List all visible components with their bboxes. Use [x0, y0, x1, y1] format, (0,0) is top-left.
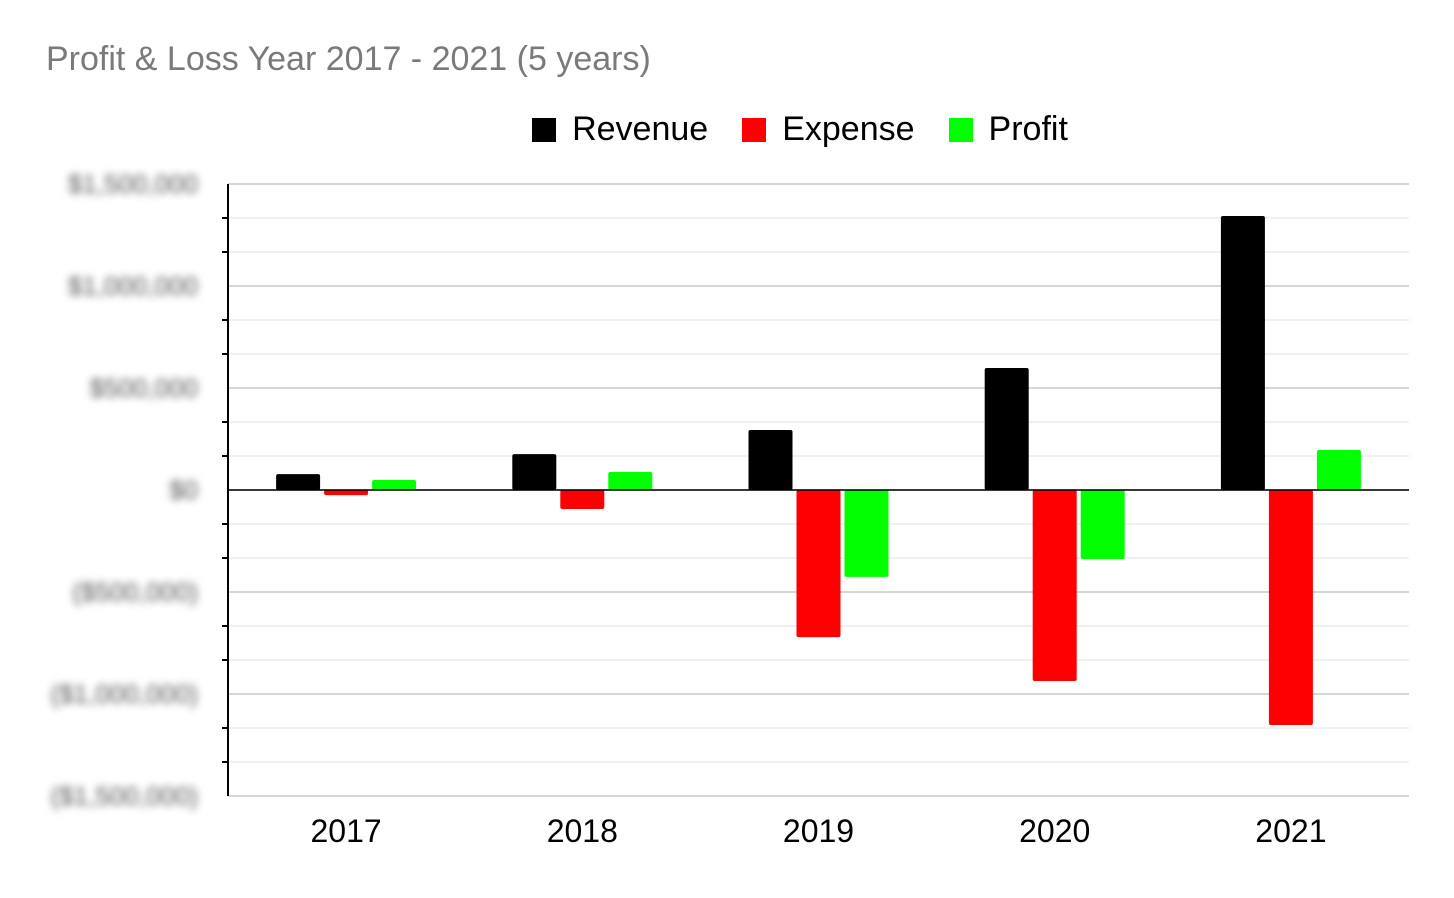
y-tick-label: ($1,500,000) — [51, 781, 198, 811]
legend-swatch — [948, 117, 973, 142]
bar-profit — [1080, 490, 1125, 559]
legend-swatch — [742, 117, 767, 142]
x-tick-label: 2021 — [1255, 813, 1326, 849]
x-tick-label: 2020 — [1019, 813, 1090, 849]
legend-item-expense: Expense — [742, 110, 915, 149]
y-tick-label: $1,000,000 — [68, 271, 198, 301]
legend-item-revenue: Revenue — [532, 110, 708, 149]
bar-profit — [372, 480, 417, 490]
bar-expense — [796, 490, 841, 638]
legend-label: Expense — [782, 110, 915, 148]
x-tick-label: 2017 — [311, 813, 382, 849]
legend-item-profit: Profit — [948, 110, 1068, 149]
x-tick-label: 2019 — [783, 813, 854, 849]
bar-revenue — [748, 430, 793, 490]
bar-revenue — [1220, 216, 1265, 490]
bar-revenue — [512, 454, 557, 490]
bar-expense — [324, 490, 369, 496]
y-tick-label: $0 — [169, 475, 198, 505]
y-tick-label: $1,500,000 — [68, 169, 198, 199]
x-tick-label: 2018 — [547, 813, 618, 849]
y-tick-label: ($500,000) — [72, 577, 198, 607]
bar-profit — [1316, 450, 1361, 490]
bar-expense — [1268, 490, 1313, 726]
legend-label: Revenue — [572, 110, 709, 148]
legend: Revenue Expense Profit — [0, 110, 1454, 149]
bar-revenue — [276, 474, 321, 490]
bar-expense — [1032, 490, 1077, 681]
y-tick-label: $500,000 — [90, 373, 198, 403]
legend-swatch — [532, 117, 557, 142]
legend-label: Profit — [988, 110, 1068, 148]
chart-title: Profit & Loss Year 2017 - 2021 (5 years) — [46, 40, 651, 78]
bar-profit — [608, 472, 653, 490]
bar-revenue — [984, 368, 1029, 490]
y-tick-label: ($1,000,000) — [51, 679, 198, 709]
bar-profit — [844, 490, 889, 577]
bar-expense — [560, 490, 605, 509]
